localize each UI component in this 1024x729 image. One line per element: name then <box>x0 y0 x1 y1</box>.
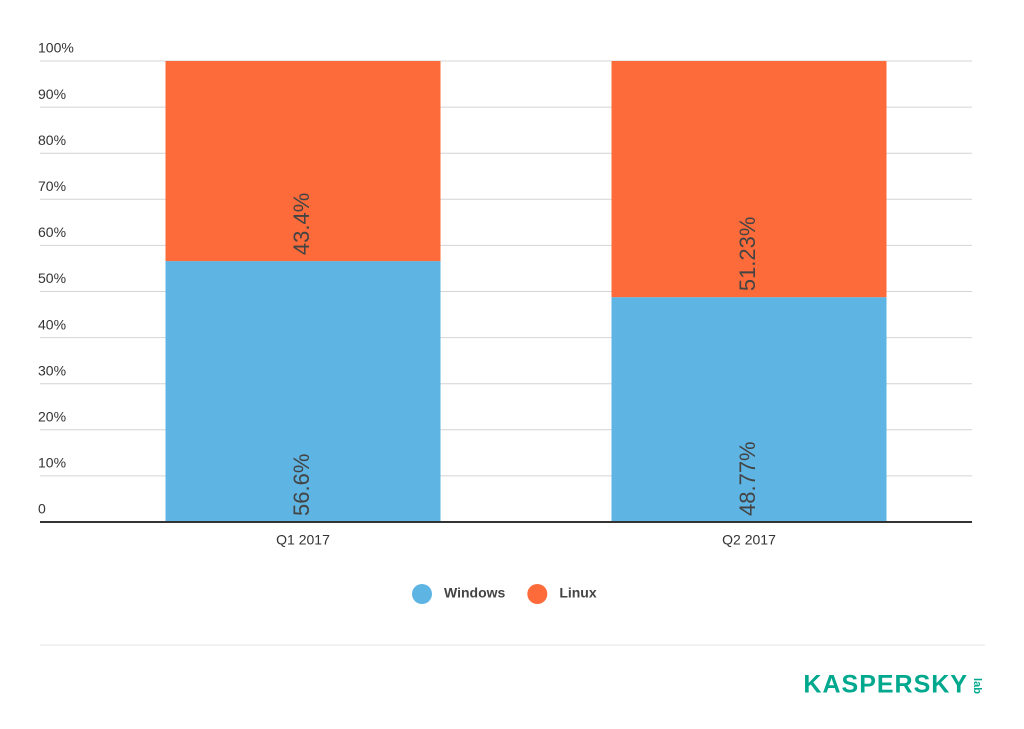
bar-segment <box>165 61 441 262</box>
y-tick-label: 70% <box>38 178 66 194</box>
value-label: 48.77% <box>735 441 760 516</box>
y-tick-label: 0 <box>38 501 46 517</box>
x-tick-label: Q1 2017 <box>276 532 330 548</box>
y-tick-label: 90% <box>38 86 66 102</box>
value-label: 51.23% <box>735 217 760 292</box>
bar-segment <box>165 261 441 522</box>
y-tick-label: 40% <box>38 316 66 332</box>
y-tick-label: 10% <box>38 455 66 471</box>
y-tick-label: 30% <box>38 362 66 378</box>
legend-label: Windows <box>444 585 506 601</box>
logo-sub: lab <box>971 678 983 694</box>
y-tick-label: 50% <box>38 270 66 286</box>
value-label: 43.4% <box>289 193 314 255</box>
legend-marker <box>412 584 432 604</box>
legend-label: Linux <box>559 585 597 601</box>
logo: KASPERSKY <box>803 671 968 699</box>
x-tick-label: Q2 2017 <box>722 532 776 548</box>
bar-segment <box>611 61 887 298</box>
bar-segment <box>611 297 887 522</box>
y-tick-label: 60% <box>38 224 66 240</box>
y-tick-label: 80% <box>38 132 66 148</box>
legend-marker <box>527 584 548 604</box>
value-label: 56.6% <box>289 454 314 516</box>
y-tick-label: 20% <box>38 409 66 425</box>
y-tick-label: 100% <box>38 40 74 56</box>
